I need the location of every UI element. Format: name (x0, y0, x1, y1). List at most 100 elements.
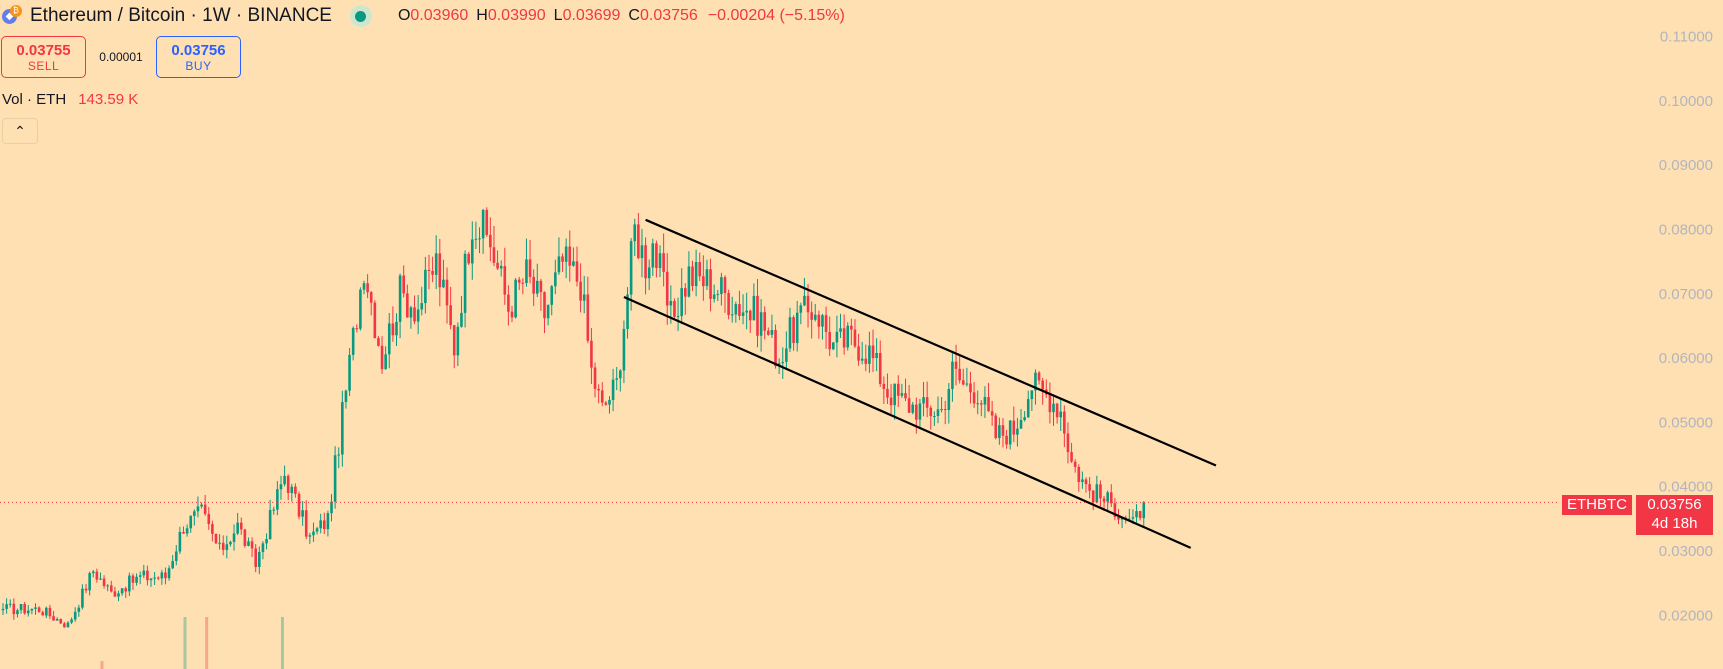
candle-body (904, 393, 907, 399)
symbol-header: ◆ ₿ Ethereum / Bitcoin · 1W · BINANCE O 0.… (0, 4, 845, 28)
candle-body (586, 294, 590, 341)
volume-value: 143.59 K (78, 91, 139, 108)
candle-body (723, 277, 727, 294)
candle-body (481, 209, 485, 239)
candle-body (1070, 452, 1073, 462)
candle-body (359, 289, 362, 329)
candle-body (821, 315, 824, 327)
candle-body (1091, 490, 1095, 503)
candle-body (474, 238, 478, 240)
candle-body (333, 455, 337, 502)
candle-body (868, 345, 871, 364)
candle-body (1012, 420, 1016, 435)
candle-body (1081, 479, 1084, 482)
candle-body (156, 577, 160, 579)
price-tick-label: 0.08000 (1659, 221, 1713, 238)
candle-body (236, 522, 239, 534)
channel-lower-trendline (623, 295, 1192, 549)
ohlc-close-label: C (628, 7, 640, 24)
candle-body (691, 266, 694, 287)
buy-label: BUY (185, 58, 212, 73)
candle-body (633, 224, 637, 242)
candle-body (1095, 484, 1099, 503)
buy-button[interactable]: 0.03756 BUY (156, 36, 241, 78)
candle-body (1138, 511, 1142, 519)
ohlc-values: O 0.03960 H 0.03990 L 0.03699 C 0.03756 −0.0… (390, 7, 845, 25)
candle-body (572, 261, 575, 266)
candle-body (117, 593, 120, 597)
candle-body (485, 209, 489, 235)
candle-body (366, 283, 369, 293)
candle-body (637, 224, 640, 259)
candle-body (795, 312, 799, 344)
last-price-value: 0.03756 (1647, 496, 1702, 513)
ohlc-change: −0.00204 (−5.15%) (707, 7, 845, 24)
candle-body (759, 312, 763, 336)
candle-body (1055, 403, 1059, 418)
candle-body (564, 246, 568, 262)
sell-button[interactable]: 0.03755 SELL (1, 36, 86, 78)
candle-body (709, 269, 712, 299)
candle-body (655, 243, 658, 269)
candle-body (185, 528, 189, 534)
candle-body (1131, 517, 1135, 519)
candle-body (395, 321, 398, 336)
candle-body (673, 300, 676, 317)
candle-body (91, 571, 95, 574)
candle-body (135, 576, 138, 583)
candle-body (1008, 420, 1012, 445)
symbol-title[interactable]: Ethereum / Bitcoin · 1W · BINANCE (30, 5, 332, 26)
candle-body (5, 604, 8, 609)
candle-body (698, 262, 702, 277)
candle-body (705, 269, 709, 287)
candle-body (983, 397, 987, 405)
candle-body (431, 271, 434, 275)
candle-body (326, 513, 330, 530)
candle-body (37, 607, 41, 613)
candle-body (193, 511, 196, 516)
candle-body (102, 578, 106, 586)
candle-body (409, 307, 413, 318)
price-tick-label: 0.03000 (1659, 543, 1713, 560)
candle-body (164, 572, 167, 579)
candle-body (774, 330, 777, 367)
candle-body (525, 259, 528, 284)
candle-body (1106, 492, 1109, 502)
candle-body (19, 603, 23, 611)
candle-body (535, 280, 539, 294)
collapse-indicators-button[interactable]: ⌃ (2, 118, 38, 144)
candle-body (987, 397, 990, 412)
volume-bars (100, 617, 284, 669)
candle-body (52, 616, 55, 621)
candle-body (427, 269, 431, 272)
candle-body (1135, 511, 1138, 518)
candle-body (1019, 420, 1023, 429)
candle-body (893, 383, 896, 406)
candle-body (734, 304, 738, 315)
candle-body (16, 610, 19, 615)
candle-body (308, 535, 312, 537)
candle-body (738, 304, 741, 316)
candle-body (369, 292, 373, 303)
candle-body (644, 245, 647, 279)
candle-body (680, 288, 683, 317)
candle-body (1088, 484, 1091, 491)
candle-body (471, 239, 474, 264)
candle-body (687, 266, 691, 297)
trendlines[interactable] (623, 218, 1217, 549)
candle-body (341, 402, 344, 455)
candle-body (651, 243, 655, 268)
candle-body (846, 325, 850, 348)
candle-body (95, 571, 99, 580)
candle-body (543, 292, 546, 319)
candle-body (355, 328, 359, 330)
candle-body (380, 345, 384, 370)
market-status-icon[interactable] (349, 5, 372, 27)
candle-body (694, 262, 698, 287)
candle-body (467, 253, 470, 264)
price-tick-label: 0.11000 (1660, 29, 1713, 46)
volume-legend[interactable]: Vol · ETH 143.59 K (2, 91, 138, 108)
candle-body (943, 409, 947, 411)
candle-body (438, 253, 442, 288)
